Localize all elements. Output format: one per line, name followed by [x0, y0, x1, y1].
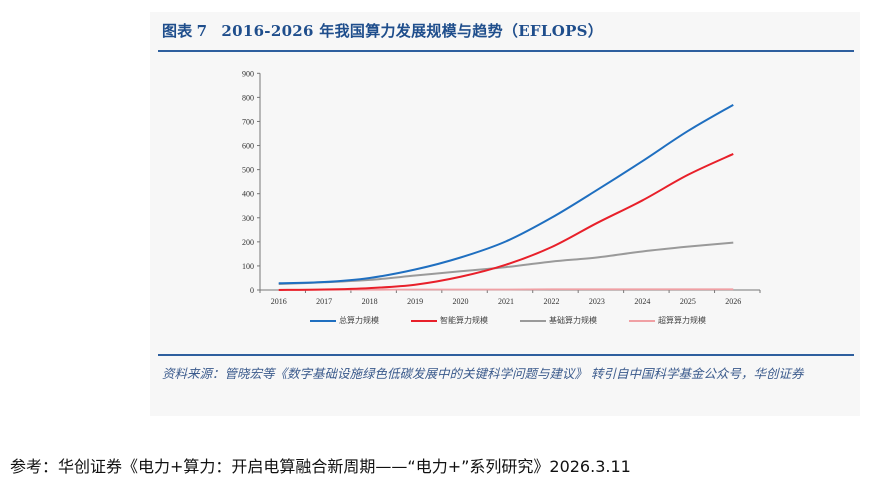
- source-divider: [158, 354, 854, 356]
- legend-label: 总算力规模: [339, 316, 379, 325]
- figure-source: 资料来源：管晓宏等《数字基础设施绿色低碳发展中的关键科学问题与建议》 转引自中国…: [162, 366, 804, 381]
- y-tick-label: 400: [242, 190, 254, 199]
- y-tick-label: 600: [242, 142, 254, 151]
- legend-swatch: [629, 319, 655, 322]
- chart-series: [278, 103, 734, 291]
- x-tick-label: 2018: [362, 297, 378, 306]
- x-tick-label: 2021: [498, 297, 514, 306]
- legend-swatch: [411, 319, 437, 322]
- legend-item: 智能算力规模: [411, 315, 488, 326]
- x-tick-label: 2016: [271, 297, 287, 306]
- figure-panel: 图表 7 2016-2026 年我国算力发展规模与趋势（EFLOPS） 0 100 20…: [150, 12, 860, 416]
- x-tick-label: 2023: [589, 297, 605, 306]
- legend-label: 超算算力规模: [658, 316, 706, 325]
- x-tick-label: 2017: [316, 297, 332, 306]
- x-tick-label: 2019: [407, 297, 423, 306]
- y-tick-label: 700: [242, 117, 254, 126]
- x-tick-label: 2026: [725, 297, 741, 306]
- legend-swatch: [310, 319, 336, 322]
- x-tick-label: 2024: [634, 297, 650, 306]
- reference-citation: 参考：华创证券《电力+算力：开启电算融合新周期——“电力+”系列研究》2026.…: [10, 457, 631, 476]
- series-line-3: [278, 241, 734, 285]
- chart-axes: 0 100 200 300 400 500 600 700 800 900 2016 2017 2018…: [242, 69, 761, 306]
- figure-label: 图表: [162, 22, 193, 40]
- series-line-1: [278, 103, 734, 285]
- legend-label: 智能算力规模: [440, 316, 488, 325]
- title-divider: [158, 50, 854, 52]
- y-tick-label: 500: [242, 166, 254, 175]
- x-tick-label: 2022: [543, 297, 559, 306]
- legend-item: 基础算力规模: [520, 315, 597, 326]
- y-tick-label: 100: [242, 262, 254, 271]
- series-line-2: [278, 153, 734, 291]
- y-tick-label: 800: [242, 93, 254, 102]
- legend-swatch: [520, 319, 546, 322]
- x-tick-label: 2020: [453, 297, 469, 306]
- chart-legend: 总算力规模 智能算力规模 基础算力规模 超算算力规模: [310, 315, 706, 326]
- y-tick-label: 900: [242, 69, 254, 78]
- line-chart: 0 100 200 300 400 500 600 700 800 900 2016 2017 2018…: [242, 69, 761, 306]
- figure-title: 图表 7 2016-2026 年我国算力发展规模与趋势（EFLOPS）: [162, 20, 603, 41]
- y-tick-label: 0: [250, 286, 254, 295]
- legend-item: 总算力规模: [310, 315, 379, 326]
- legend-label: 基础算力规模: [549, 316, 597, 325]
- figure-title-text: 2016-2026 年我国算力发展规模与趋势（EFLOPS）: [221, 22, 604, 40]
- y-tick-label: 300: [242, 214, 254, 223]
- x-tick-label: 2025: [680, 297, 696, 306]
- figure-number: 7: [196, 22, 208, 40]
- legend-item: 超算算力规模: [629, 315, 706, 326]
- y-tick-label: 200: [242, 238, 254, 247]
